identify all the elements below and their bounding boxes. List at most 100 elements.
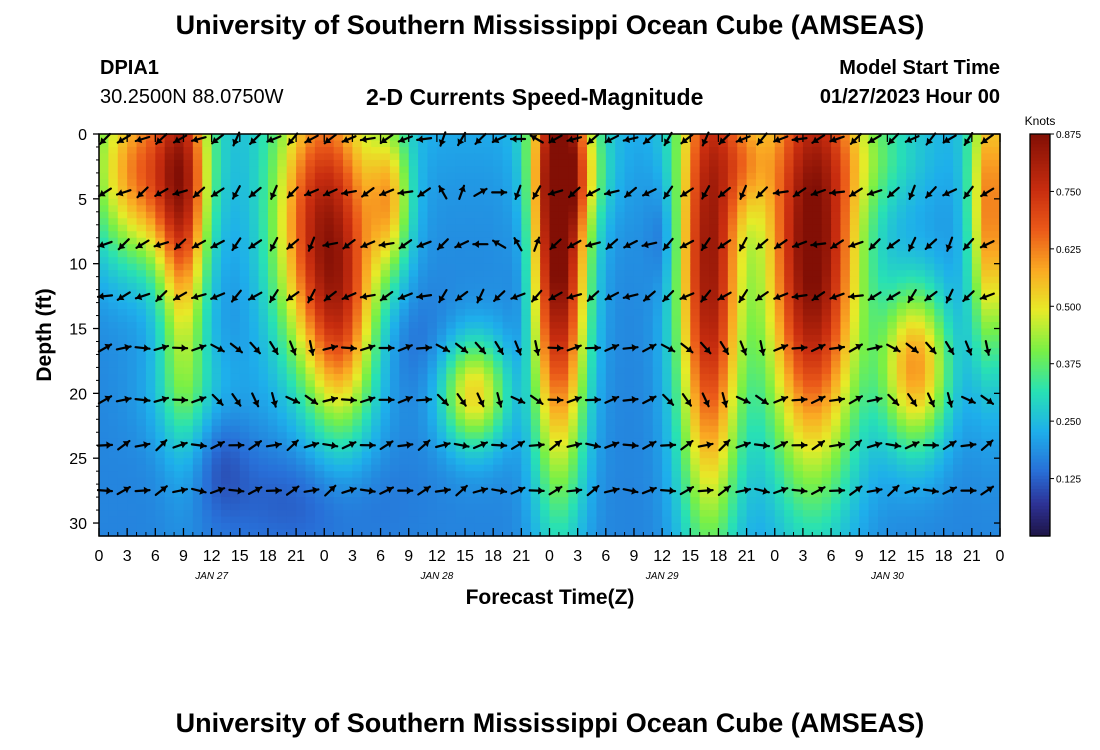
heatmap-cell	[474, 425, 485, 433]
heatmap-cell	[784, 276, 795, 284]
heatmap-cell	[915, 153, 926, 161]
heatmap-cell	[840, 425, 851, 433]
heatmap-cell	[671, 231, 682, 239]
heatmap-cell	[981, 159, 992, 168]
heatmap-cell	[324, 367, 335, 375]
heatmap-cell	[540, 296, 551, 304]
heatmap-cell	[605, 412, 616, 420]
heatmap-cell	[755, 263, 766, 271]
heatmap-cell	[136, 322, 147, 330]
heatmap-cell	[221, 134, 231, 142]
heatmap-cell	[906, 250, 917, 258]
heatmap-cell	[380, 153, 391, 161]
heatmap-cell	[709, 458, 720, 466]
heatmap-cell	[202, 205, 213, 213]
heatmap-cell	[643, 237, 654, 245]
heatmap-cell	[192, 257, 203, 265]
heatmap-cell	[877, 283, 888, 291]
heatmap-cell	[145, 211, 156, 219]
heatmap-cell	[568, 134, 579, 142]
heatmap-cell	[249, 134, 260, 142]
heatmap-cell	[296, 231, 307, 239]
heatmap-cell	[859, 218, 870, 226]
heatmap-cell	[436, 205, 447, 213]
heatmap-cell	[211, 283, 222, 291]
heatmap-cell	[840, 412, 851, 420]
heatmap-cell	[183, 231, 194, 239]
heatmap-cell	[277, 224, 288, 232]
heatmap-cell	[408, 224, 419, 232]
heatmap-cell	[202, 419, 213, 427]
heatmap-cell	[465, 244, 476, 252]
heatmap-cell	[324, 185, 335, 193]
heatmap-cell	[446, 464, 457, 472]
heatmap-cell	[305, 425, 316, 433]
heatmap-cell	[277, 309, 288, 317]
heatmap-cell	[446, 315, 457, 323]
heatmap-cell	[793, 205, 804, 213]
heatmap-cell	[971, 140, 982, 148]
heatmap-cell	[831, 425, 842, 433]
heatmap-cell	[699, 270, 710, 278]
heatmap-cell	[953, 360, 964, 369]
heatmap-cell	[249, 237, 260, 245]
heatmap-cell	[380, 412, 391, 420]
heatmap-cell	[831, 419, 842, 427]
heatmap-cell	[859, 244, 870, 252]
heatmap-cell	[906, 451, 917, 459]
heatmap-cell	[924, 373, 935, 381]
heatmap-cell	[511, 360, 522, 369]
heatmap-cell	[418, 406, 429, 414]
heatmap-cell	[511, 367, 522, 375]
heatmap-cell	[418, 283, 429, 291]
station-id: DPIA1	[100, 57, 159, 79]
heatmap-cell	[812, 451, 823, 459]
heatmap-cell	[230, 451, 241, 459]
heatmap-cell	[127, 276, 138, 284]
heatmap-cell	[371, 373, 382, 381]
heatmap-cell	[793, 211, 804, 219]
heatmap-cell	[418, 393, 429, 401]
heatmap-cell	[981, 406, 992, 414]
heatmap-cell	[258, 192, 269, 200]
heatmap-cell	[849, 399, 860, 407]
heatmap-cell	[915, 179, 926, 187]
heatmap-cell	[352, 419, 363, 427]
heatmap-cell	[483, 406, 494, 414]
heatmap-cell	[718, 373, 729, 381]
heatmap-cell	[202, 179, 213, 187]
heatmap-cell	[727, 425, 738, 433]
heatmap-cell	[389, 328, 400, 336]
heatmap-cell	[436, 445, 447, 453]
heatmap-cell	[633, 159, 644, 168]
heatmap-cell	[765, 244, 776, 252]
heatmap-cell	[286, 335, 297, 343]
heatmap-cell	[737, 172, 748, 180]
heatmap-cell	[267, 270, 278, 278]
heatmap-cell	[530, 360, 541, 369]
heatmap-cell	[718, 432, 729, 440]
heatmap-cell	[934, 386, 945, 394]
heatmap-cell	[868, 237, 879, 245]
heatmap-cell	[981, 283, 992, 291]
heatmap-cell	[389, 458, 400, 466]
heatmap-cell	[821, 166, 832, 174]
heatmap-cell	[258, 205, 269, 213]
heatmap-cell	[662, 412, 673, 420]
heatmap-cell	[934, 432, 945, 440]
heatmap-cell	[145, 309, 156, 317]
heatmap-cell	[474, 360, 485, 369]
heatmap-cell	[183, 412, 194, 420]
heatmap-cell	[239, 412, 250, 420]
heatmap-cell	[868, 198, 879, 206]
heatmap-cell	[549, 283, 560, 291]
heatmap-cell	[314, 198, 325, 206]
heatmap-cell	[324, 159, 335, 168]
heatmap-cell	[821, 140, 832, 148]
heatmap-cell	[164, 412, 175, 420]
heatmap-cell	[221, 451, 231, 459]
heatmap-cell	[221, 211, 231, 219]
heatmap-cell	[502, 309, 513, 317]
heatmap-cell	[418, 341, 429, 349]
heatmap-cell	[136, 393, 147, 401]
